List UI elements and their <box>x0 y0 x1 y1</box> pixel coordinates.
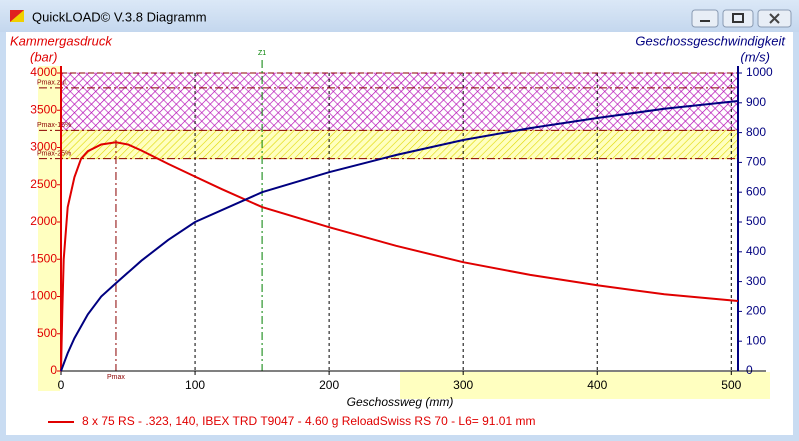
y2-tick-label: 400 <box>746 244 766 258</box>
y-unit: (bar) <box>30 49 57 64</box>
x-tick-label: 300 <box>453 378 473 392</box>
x-tick-label: 100 <box>185 378 205 392</box>
y-tick-label: 1000 <box>30 289 57 303</box>
series-line <box>60 100 739 372</box>
reference-label: Pmax-15% <box>37 122 71 129</box>
maximize-button[interactable] <box>722 9 754 28</box>
y2-tick-label: 0 <box>746 363 753 377</box>
y2-tick-label: 1000 <box>746 65 773 79</box>
title-bar <box>0 0 799 32</box>
hatch-band <box>60 72 739 131</box>
y2-unit: (m/s) <box>740 49 770 64</box>
y2-tick-label: 300 <box>746 274 766 288</box>
minimize-button[interactable] <box>691 9 719 28</box>
vertical-label: Z1 <box>258 50 266 57</box>
x-tick-label: 0 <box>58 378 65 392</box>
y2-label: Geschossgeschwindigkeit <box>635 33 786 48</box>
x-tick-label: 400 <box>587 378 607 392</box>
window-title: QuickLOAD© V.3.8 Diagramm <box>32 9 207 24</box>
axis-strip <box>400 372 770 399</box>
y-tick-label: 500 <box>37 326 57 340</box>
y2-tick-label: 200 <box>746 304 766 318</box>
y-tick-label: 0 <box>50 363 57 377</box>
y-tick-label: 1500 <box>30 251 57 265</box>
series-line <box>60 141 739 372</box>
y2-tick-label: 900 <box>746 95 766 109</box>
x-label: Geschossweg (mm) <box>347 395 454 409</box>
reference-label: Pmax-25% <box>37 151 71 158</box>
y2-tick-label: 700 <box>746 155 766 169</box>
legend-label: 8 x 75 RS - .323, 140, IBEX TRD T9047 - … <box>82 414 535 428</box>
y2-tick-label: 500 <box>746 214 766 228</box>
y2-tick-label: 800 <box>746 125 766 139</box>
y-tick-label: 3500 <box>30 102 57 116</box>
y-tick-label: 4000 <box>30 65 57 79</box>
y-tick-label: 3000 <box>30 140 57 154</box>
icon <box>769 13 780 24</box>
y2-tick-label: 100 <box>746 333 766 347</box>
y-tick-label: 2000 <box>30 214 57 228</box>
x-tick-label: 500 <box>721 378 741 392</box>
y-tick-label: 2500 <box>30 177 57 191</box>
reference-label: Pmax.zul. <box>37 80 68 87</box>
x-tick-label: 200 <box>319 378 339 392</box>
y2-tick-label: 600 <box>746 184 766 198</box>
y-label: Kammergasdruck <box>10 33 113 48</box>
axis-strip <box>38 66 60 391</box>
app-icon-part <box>10 10 24 22</box>
icon <box>732 13 744 23</box>
vertical-label: Pmax <box>107 374 125 381</box>
